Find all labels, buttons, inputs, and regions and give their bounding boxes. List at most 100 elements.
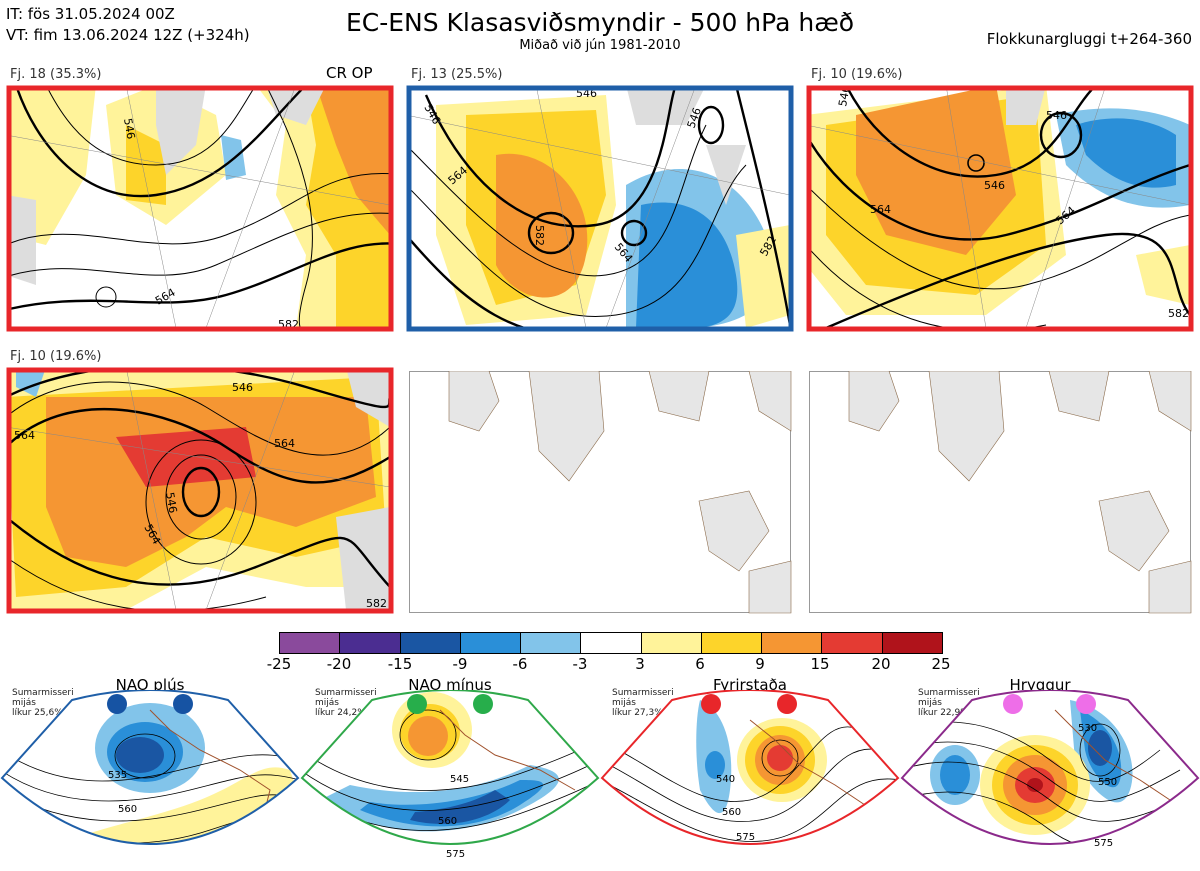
regime-blocking-map: 540 560 575 bbox=[600, 690, 900, 845]
colorbar-segment bbox=[641, 633, 702, 653]
regime-ridge-map: 530 550 575 bbox=[900, 690, 1200, 849]
regime-nao-plus-note: Sumarmisseri mijás líkur 25,6% bbox=[12, 688, 74, 718]
panel-4-contour-label: 546 bbox=[163, 491, 179, 514]
page-title: EC-ENS Klasasviðsmyndir - 500 hPa hæð bbox=[345, 8, 855, 37]
regime-nao-minus-title: NAO mínus bbox=[408, 676, 492, 694]
colorbar-segment bbox=[581, 633, 642, 653]
regime-note-line: líkur 22,9% bbox=[918, 708, 969, 718]
colorbar-segment bbox=[400, 633, 461, 653]
empty-map-panel-6 bbox=[809, 371, 1192, 614]
panel-2-border bbox=[406, 85, 794, 332]
regime-nao-minus-markers bbox=[407, 694, 493, 714]
regime-dot-icon bbox=[777, 694, 797, 714]
colorbar-segment bbox=[521, 633, 582, 653]
colorbar-segment bbox=[762, 633, 823, 653]
regime-note-line: mijás bbox=[612, 698, 636, 708]
regime-blocking-title: Fyrirstaða bbox=[713, 676, 787, 694]
regime-nao-plus-frame bbox=[0, 690, 300, 845]
regime-ridge-note: Sumarmisseri mijás líkur 22,9% bbox=[918, 688, 980, 718]
panel-2-label: Fj. 13 (25.5%) bbox=[411, 67, 503, 82]
colorbar-tick: 6 bbox=[695, 655, 705, 673]
panel-3-contour-label: 564 bbox=[870, 203, 891, 216]
regime-note-line: Sumarmisseri bbox=[918, 688, 980, 698]
regime-ridge-frame bbox=[900, 690, 1200, 845]
regime-dot-icon bbox=[701, 694, 721, 714]
cluster-map-panel-1: 546 564 582 bbox=[6, 85, 394, 332]
panel-3-label: Fj. 10 (19.6%) bbox=[811, 67, 903, 82]
panel-4-label: Fj. 10 (19.6%) bbox=[10, 349, 102, 364]
panel-4-contour-label: 564 bbox=[274, 437, 295, 450]
colorbar-tick: 20 bbox=[871, 655, 891, 673]
regime-contour-label: 540 bbox=[716, 774, 735, 785]
regime-dot-icon bbox=[107, 694, 127, 714]
panel-1-contour-label: 546 bbox=[121, 117, 137, 140]
panel-2-contour-label: 582 bbox=[533, 225, 546, 246]
regime-dot-icon bbox=[473, 694, 493, 714]
regime-contour-label: 560 bbox=[438, 816, 457, 827]
panel-3-border bbox=[806, 85, 1194, 332]
regime-dot-icon bbox=[1076, 694, 1096, 714]
regime-blocking-note: Sumarmisseri mijás líkur 27,3% bbox=[612, 688, 674, 718]
colorbar-tick: 25 bbox=[931, 655, 951, 673]
colorbar-tick: -3 bbox=[572, 655, 588, 673]
it-line: IT: fös 31.05.2024 00Z bbox=[6, 5, 175, 23]
regime-note-line: líkur 25,6% bbox=[12, 708, 63, 718]
cluster-map-panel-4: 546 564 564 546 564 582 bbox=[6, 367, 394, 614]
panel-3-contour-label: 546 bbox=[1046, 109, 1067, 122]
regime-contour-label: 560 bbox=[722, 807, 741, 818]
regime-contour-label: 575 bbox=[446, 849, 465, 860]
panel-4-border bbox=[6, 367, 394, 614]
empty-map-panel-5 bbox=[409, 371, 792, 614]
regime-dot-icon bbox=[1003, 694, 1023, 714]
colorbar-tick: -9 bbox=[452, 655, 468, 673]
panel-1-label: Fj. 18 (35.3%) bbox=[10, 67, 102, 82]
regime-nao-minus-frame bbox=[300, 690, 600, 845]
colorbar-tick: -6 bbox=[512, 655, 528, 673]
regime-note-line: líkur 24,2% bbox=[315, 708, 366, 718]
regime-contour-label: 560 bbox=[118, 804, 137, 815]
colorbar-segment bbox=[280, 633, 341, 653]
regime-contour-label: 530 bbox=[1078, 723, 1097, 734]
regime-contour-label: 535 bbox=[108, 770, 127, 781]
regime-note-line: mijás bbox=[12, 698, 36, 708]
colorbar-segment bbox=[701, 633, 763, 653]
run-info: IT: fös 31.05.2024 00Z VT: fim 13.06.202… bbox=[6, 4, 250, 46]
colorbar-segment bbox=[460, 633, 522, 653]
regime-note-line: Sumarmisseri bbox=[612, 688, 674, 698]
regime-nao-minus-note: Sumarmisseri mijás líkur 24,2% bbox=[315, 688, 377, 718]
cluster-map-panel-3: 546 546 546 564 564 582 bbox=[806, 85, 1194, 332]
regime-contour-label: 545 bbox=[450, 774, 469, 785]
regime-note-line: líkur 27,3% bbox=[612, 708, 663, 718]
regime-ridge-markers bbox=[1003, 694, 1096, 714]
colorbar-segment bbox=[340, 633, 401, 653]
cluster-window: Flokkunargluggi t+264-360 bbox=[986, 30, 1192, 48]
panel-1-badge: CR OP bbox=[326, 64, 373, 82]
colorbar-tick: -15 bbox=[387, 655, 413, 673]
colorbar-tick: 9 bbox=[755, 655, 765, 673]
panel-4-contour-label: 546 bbox=[232, 381, 253, 394]
colorbar-tick: 3 bbox=[635, 655, 645, 673]
regime-note-line: Sumarmisseri bbox=[12, 688, 74, 698]
vt-line: VT: fim 13.06.2024 12Z (+324h) bbox=[6, 26, 250, 44]
panel-1-border bbox=[6, 85, 394, 332]
panel-3-contour-label: 582 bbox=[1168, 307, 1189, 320]
regime-nao-plus-markers bbox=[107, 694, 193, 714]
colorbar-tick: 15 bbox=[810, 655, 830, 673]
regime-dot-icon bbox=[407, 694, 427, 714]
regime-blocking-markers bbox=[701, 694, 797, 714]
colorbar-segment bbox=[882, 633, 942, 653]
regime-nao-plus-map: 535 560 bbox=[0, 690, 300, 845]
regime-note-line: mijás bbox=[918, 698, 942, 708]
panel-3-contour-label: 546 bbox=[984, 179, 1005, 192]
page-subtitle: Miðað við jún 1981-2010 bbox=[519, 38, 681, 53]
regime-dot-icon bbox=[173, 694, 193, 714]
regime-contour-label: 550 bbox=[1098, 777, 1117, 788]
colorbar-tick: -25 bbox=[266, 655, 292, 673]
colorbar bbox=[279, 632, 943, 654]
colorbar-tick: -20 bbox=[326, 655, 352, 673]
panel-3-contour-label: 546 bbox=[836, 85, 852, 108]
regime-blocking-frame bbox=[600, 690, 900, 845]
panel-4-contour-label: 582 bbox=[366, 597, 387, 610]
panel-4-contour-label: 564 bbox=[14, 429, 35, 442]
regime-note-line: mijás bbox=[315, 698, 339, 708]
